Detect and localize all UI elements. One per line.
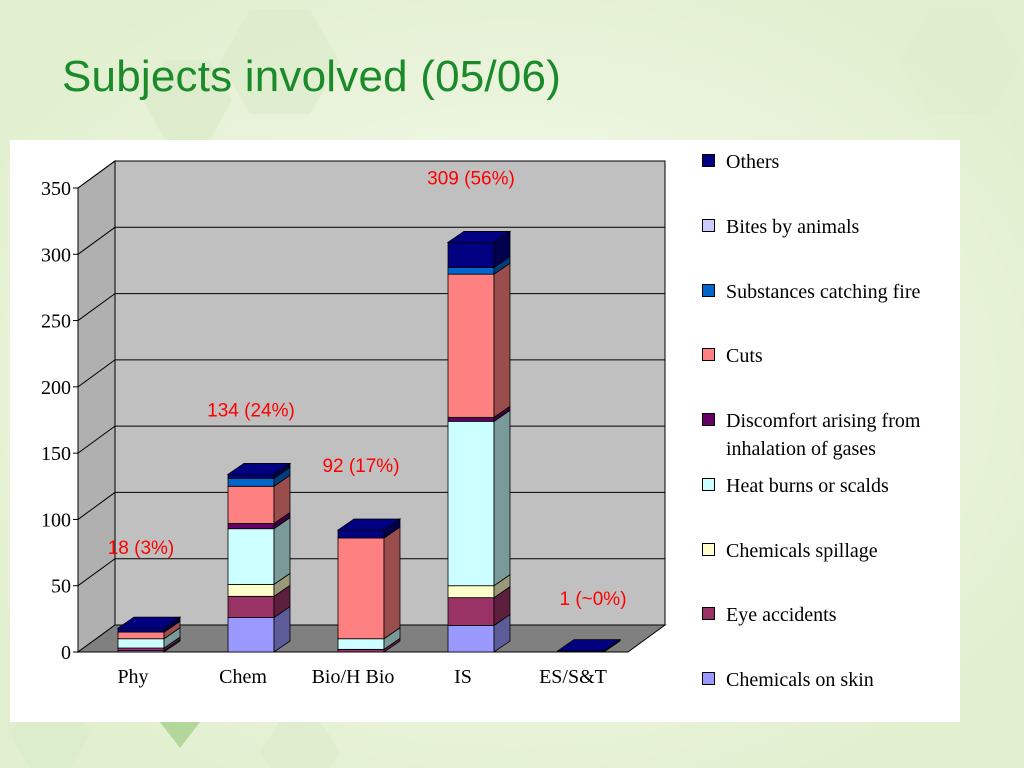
hexagon-decoration: [220, 10, 340, 114]
bar-top: [116, 616, 182, 629]
bar-segment: [337, 529, 385, 539]
bar-segment: [227, 528, 275, 585]
legend-swatch: [702, 154, 715, 167]
legend-label: Heat burns or scalds: [726, 475, 889, 497]
bar-top: [556, 639, 622, 652]
bar-segment: [447, 241, 495, 268]
y-tick-label: 300: [41, 244, 71, 266]
slide-title: Subjects involved (05/06): [62, 52, 562, 101]
bar-segment: [227, 617, 275, 653]
legend-swatch: [702, 284, 715, 297]
legend-swatch: [702, 219, 715, 232]
hexagon-decoration: [260, 720, 340, 768]
legend-label: Others: [726, 151, 780, 173]
legend-label: Chemicals spillage: [726, 540, 878, 562]
x-tick-label: Phy: [117, 666, 148, 688]
bar-segment: [227, 477, 275, 487]
y-tick-label: 250: [41, 311, 71, 333]
bar-segment: [227, 473, 275, 479]
bar-segment: [117, 627, 165, 633]
bar-segment: [447, 625, 495, 653]
bar-segment: [117, 631, 165, 640]
y-tick-label: 350: [41, 178, 71, 200]
x-tick-label: ES/S&T: [539, 666, 607, 688]
bar-segment: [447, 420, 495, 587]
y-tick-label: 50: [51, 576, 71, 598]
y-tick-label: 100: [41, 509, 71, 531]
legend-label: Bites by animals: [726, 216, 860, 238]
hexagon-decoration: [900, 10, 1020, 114]
bar-segment-side: [383, 526, 401, 640]
bar-segment: [227, 583, 275, 597]
bar-total-annotation: 1 (~0%): [559, 589, 626, 610]
bar-top: [446, 230, 512, 243]
legend-swatch: [702, 413, 715, 426]
bar-segment: [447, 267, 495, 275]
bar-total-annotation: 92 (17%): [322, 456, 399, 477]
legend-swatch: [702, 348, 715, 361]
bar-segment: [227, 595, 275, 618]
y-tick-label: 0: [61, 642, 71, 664]
bar-segment: [117, 638, 165, 649]
bar-segment: [337, 537, 385, 640]
bar-segment: [227, 485, 275, 524]
bar-segment: [447, 416, 495, 422]
legend-label: Cuts: [726, 345, 763, 367]
bar-segment: [227, 523, 275, 530]
bar-total-annotation: 18 (3%): [108, 538, 175, 559]
chart-side-wall: [77, 160, 116, 653]
gridline: [77, 160, 665, 189]
bar-segment: [447, 273, 495, 418]
legend-swatch: [702, 607, 715, 620]
bar-segment-side: [493, 262, 511, 419]
bar-segment: [337, 638, 385, 650]
arrow-decoration: [160, 722, 200, 748]
gridline: [77, 226, 665, 255]
bar-total-annotation: 134 (24%): [207, 400, 295, 421]
bar-segment: [447, 585, 495, 599]
hexagon-decoration: [143, 60, 232, 140]
bar-segment: [447, 597, 495, 626]
x-tick-label: IS: [454, 666, 472, 688]
legend-swatch: [702, 478, 715, 491]
legend-label: Discomfort arising from inhalation of ga…: [726, 410, 921, 460]
legend-label: Chemicals on skin: [726, 669, 874, 691]
bar-segment-side: [493, 409, 511, 587]
y-tick-label: 150: [41, 443, 71, 465]
bar-total-annotation: 309 (56%): [427, 168, 515, 189]
x-tick-label: Chem: [219, 666, 267, 688]
legend-swatch: [702, 672, 715, 685]
x-tick-label: Bio/H Bio: [312, 666, 395, 688]
legend-swatch: [702, 543, 715, 556]
bar-top: [226, 462, 292, 475]
legend-label: Substances catching fire: [726, 281, 921, 303]
y-tick-label: 200: [41, 377, 71, 399]
bar-top: [336, 518, 402, 531]
bar-segment-side: [273, 516, 291, 586]
legend-label: Eye accidents: [726, 604, 837, 626]
